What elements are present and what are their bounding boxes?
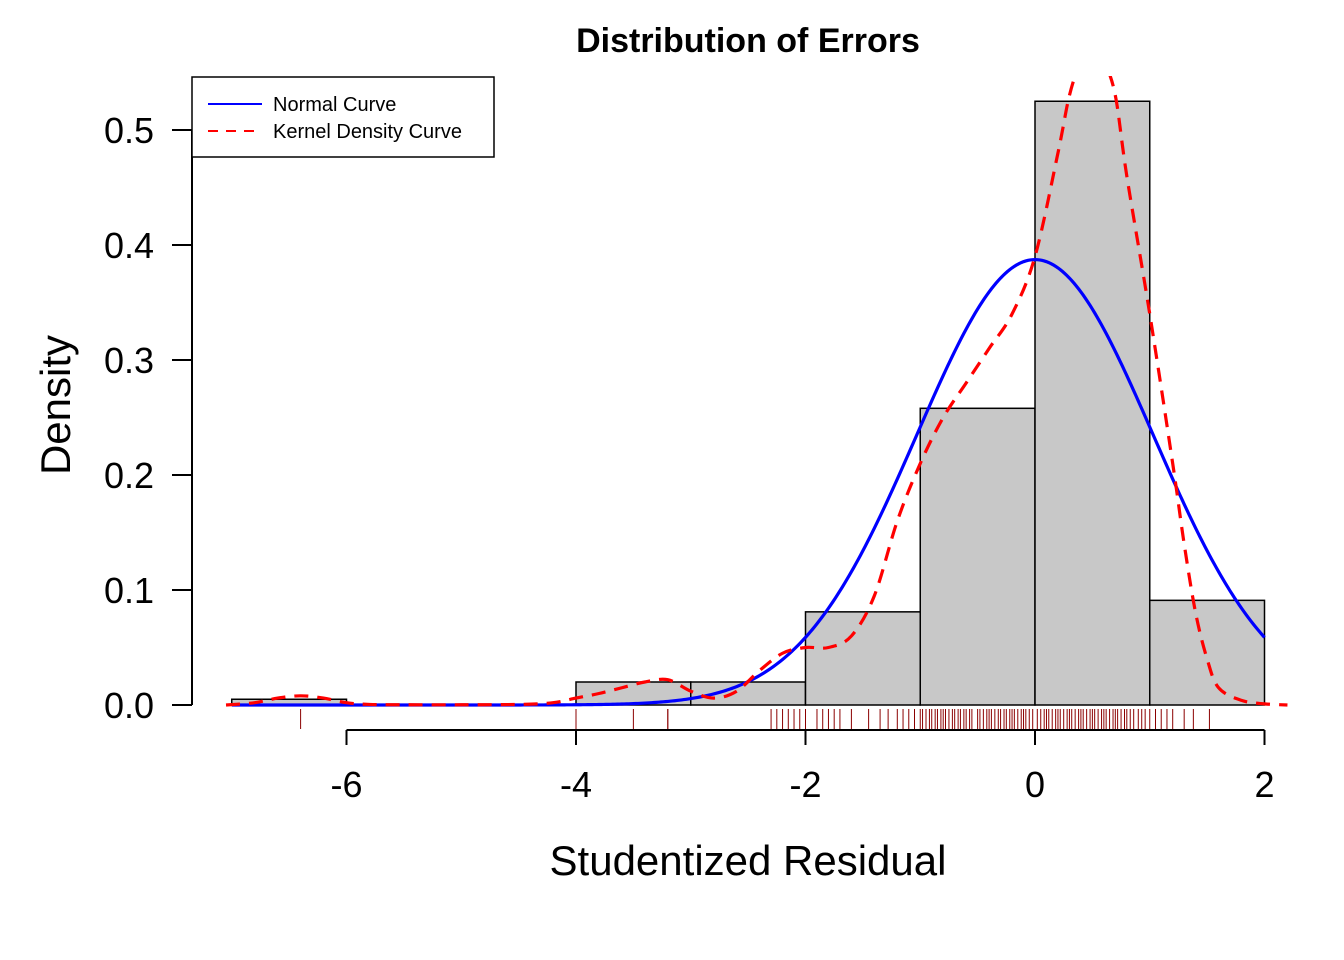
y-tick-label: 0.4 bbox=[104, 225, 154, 266]
y-tick-label: 0.1 bbox=[104, 570, 154, 611]
histogram-bar bbox=[690, 681, 807, 706]
chart-title: Distribution of Errors bbox=[576, 22, 920, 60]
y-axis-title: Density bbox=[32, 335, 79, 475]
rug-marks bbox=[300, 709, 1210, 729]
legend-kde-label: Kernel Density Curve bbox=[273, 121, 462, 143]
legend-normal-label: Normal Curve bbox=[273, 94, 396, 116]
histogram-bar bbox=[804, 611, 921, 706]
legend-box bbox=[191, 76, 495, 158]
histogram-bar bbox=[1149, 599, 1266, 706]
y-tick-label: 0.2 bbox=[104, 455, 154, 496]
x-axis-title: Studentized Residual bbox=[550, 837, 947, 884]
histogram-bars bbox=[231, 100, 1266, 706]
legend: Normal Curve Kernel Density Curve bbox=[191, 76, 495, 158]
x-tick-label: 2 bbox=[1254, 764, 1274, 805]
x-axis: -6 -4 -2 0 2 bbox=[330, 729, 1275, 805]
x-tick-label: -4 bbox=[560, 764, 592, 805]
kernel-density-line bbox=[225, 76, 1288, 707]
y-axis: 0.0 0.1 0.2 0.3 0.4 0.5 bbox=[104, 110, 193, 726]
y-tick-label: 0.3 bbox=[104, 340, 154, 381]
x-tick-label: 0 bbox=[1025, 764, 1045, 805]
y-tick-label: 0.5 bbox=[104, 110, 154, 151]
histogram-bar bbox=[1034, 100, 1151, 706]
histogram-bar bbox=[919, 407, 1036, 706]
kernel-density-series bbox=[225, 76, 1288, 707]
y-tick-label: 0.0 bbox=[104, 685, 154, 726]
x-tick-label: -2 bbox=[789, 764, 821, 805]
x-tick-label: -6 bbox=[330, 764, 362, 805]
